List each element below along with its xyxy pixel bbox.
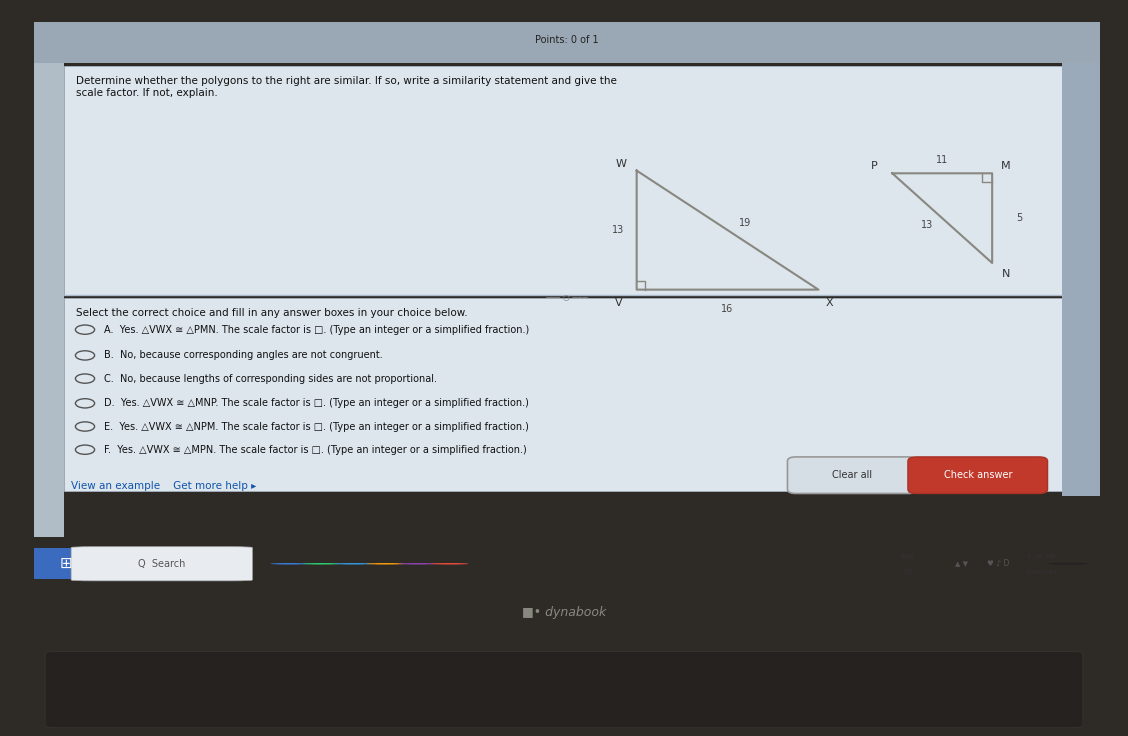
FancyBboxPatch shape xyxy=(787,457,916,493)
Text: Clear all: Clear all xyxy=(832,470,873,481)
Text: 3/18/2024: 3/18/2024 xyxy=(1025,570,1057,575)
Text: P: P xyxy=(871,161,878,171)
FancyBboxPatch shape xyxy=(45,651,1083,728)
FancyBboxPatch shape xyxy=(1063,63,1100,496)
Text: ■• dynabook: ■• dynabook xyxy=(522,606,606,619)
Text: ▲ ▼: ▲ ▼ xyxy=(954,561,968,567)
Text: ─── ○ ───: ─── ○ ─── xyxy=(546,293,588,302)
Circle shape xyxy=(398,563,437,565)
Text: Check answer: Check answer xyxy=(944,470,1013,481)
Circle shape xyxy=(1047,563,1090,565)
Circle shape xyxy=(302,563,341,565)
Text: W: W xyxy=(616,159,627,169)
Text: View an example    Get more help ▸: View an example Get more help ▸ xyxy=(71,481,256,491)
FancyBboxPatch shape xyxy=(63,66,1063,295)
Text: 13: 13 xyxy=(922,220,933,230)
Text: ♥ ♪ D: ♥ ♪ D xyxy=(987,559,1010,568)
Text: V: V xyxy=(615,297,623,308)
Text: 16: 16 xyxy=(721,304,733,314)
FancyBboxPatch shape xyxy=(63,297,1063,491)
Text: N: N xyxy=(1002,269,1011,279)
Text: 5: 5 xyxy=(1016,213,1022,223)
Text: D.  Yes. △VWX ≅ △MNP. The scale factor is □. (Type an integer or a simplified fr: D. Yes. △VWX ≅ △MNP. The scale factor is… xyxy=(104,398,529,408)
FancyBboxPatch shape xyxy=(34,548,98,579)
Text: 13: 13 xyxy=(611,225,624,235)
Text: Points: 0 of 1: Points: 0 of 1 xyxy=(535,35,599,45)
FancyBboxPatch shape xyxy=(34,63,63,537)
Circle shape xyxy=(334,563,373,565)
Text: F.  Yes. △VWX ≅ △MPN. The scale factor is □. (Type an integer or a simplified fr: F. Yes. △VWX ≅ △MPN. The scale factor is… xyxy=(104,445,527,455)
Text: 19: 19 xyxy=(739,218,751,227)
Text: 11: 11 xyxy=(936,155,949,165)
Text: E.  Yes. △VWX ≅ △NPM. The scale factor is □. (Type an integer or a simplified fr: E. Yes. △VWX ≅ △NPM. The scale factor is… xyxy=(104,422,529,431)
Text: Select the correct choice and fill in any answer boxes in your choice below.: Select the correct choice and fill in an… xyxy=(77,308,468,318)
Text: 7:36 PM: 7:36 PM xyxy=(1028,554,1056,560)
Text: M: M xyxy=(1002,161,1011,171)
Text: A.  Yes. △VWX ≅ △PMN. The scale factor is □. (Type an integer or a simplified fr: A. Yes. △VWX ≅ △PMN. The scale factor is… xyxy=(104,325,529,335)
FancyBboxPatch shape xyxy=(908,457,1048,493)
FancyBboxPatch shape xyxy=(71,547,253,581)
Text: C.  No, because lengths of corresponding sides are not proportional.: C. No, because lengths of corresponding … xyxy=(104,374,438,383)
Text: X: X xyxy=(826,297,834,308)
Text: Q  Search: Q Search xyxy=(138,559,185,569)
Circle shape xyxy=(431,563,469,565)
Text: Determine whether the polygons to the right are similar. If so, write a similari: Determine whether the polygons to the ri… xyxy=(77,77,617,98)
Circle shape xyxy=(271,563,309,565)
FancyBboxPatch shape xyxy=(34,22,1100,63)
Text: US: US xyxy=(904,570,913,576)
Circle shape xyxy=(367,563,405,565)
Text: ⊞: ⊞ xyxy=(60,556,72,571)
Text: ENG: ENG xyxy=(900,554,916,560)
Text: B.  No, because corresponding angles are not congruent.: B. No, because corresponding angles are … xyxy=(104,350,382,361)
